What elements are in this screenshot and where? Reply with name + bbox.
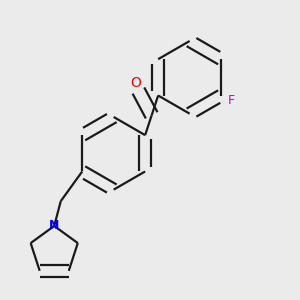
- Text: N: N: [49, 220, 59, 232]
- Text: F: F: [228, 94, 235, 107]
- Text: O: O: [130, 76, 141, 90]
